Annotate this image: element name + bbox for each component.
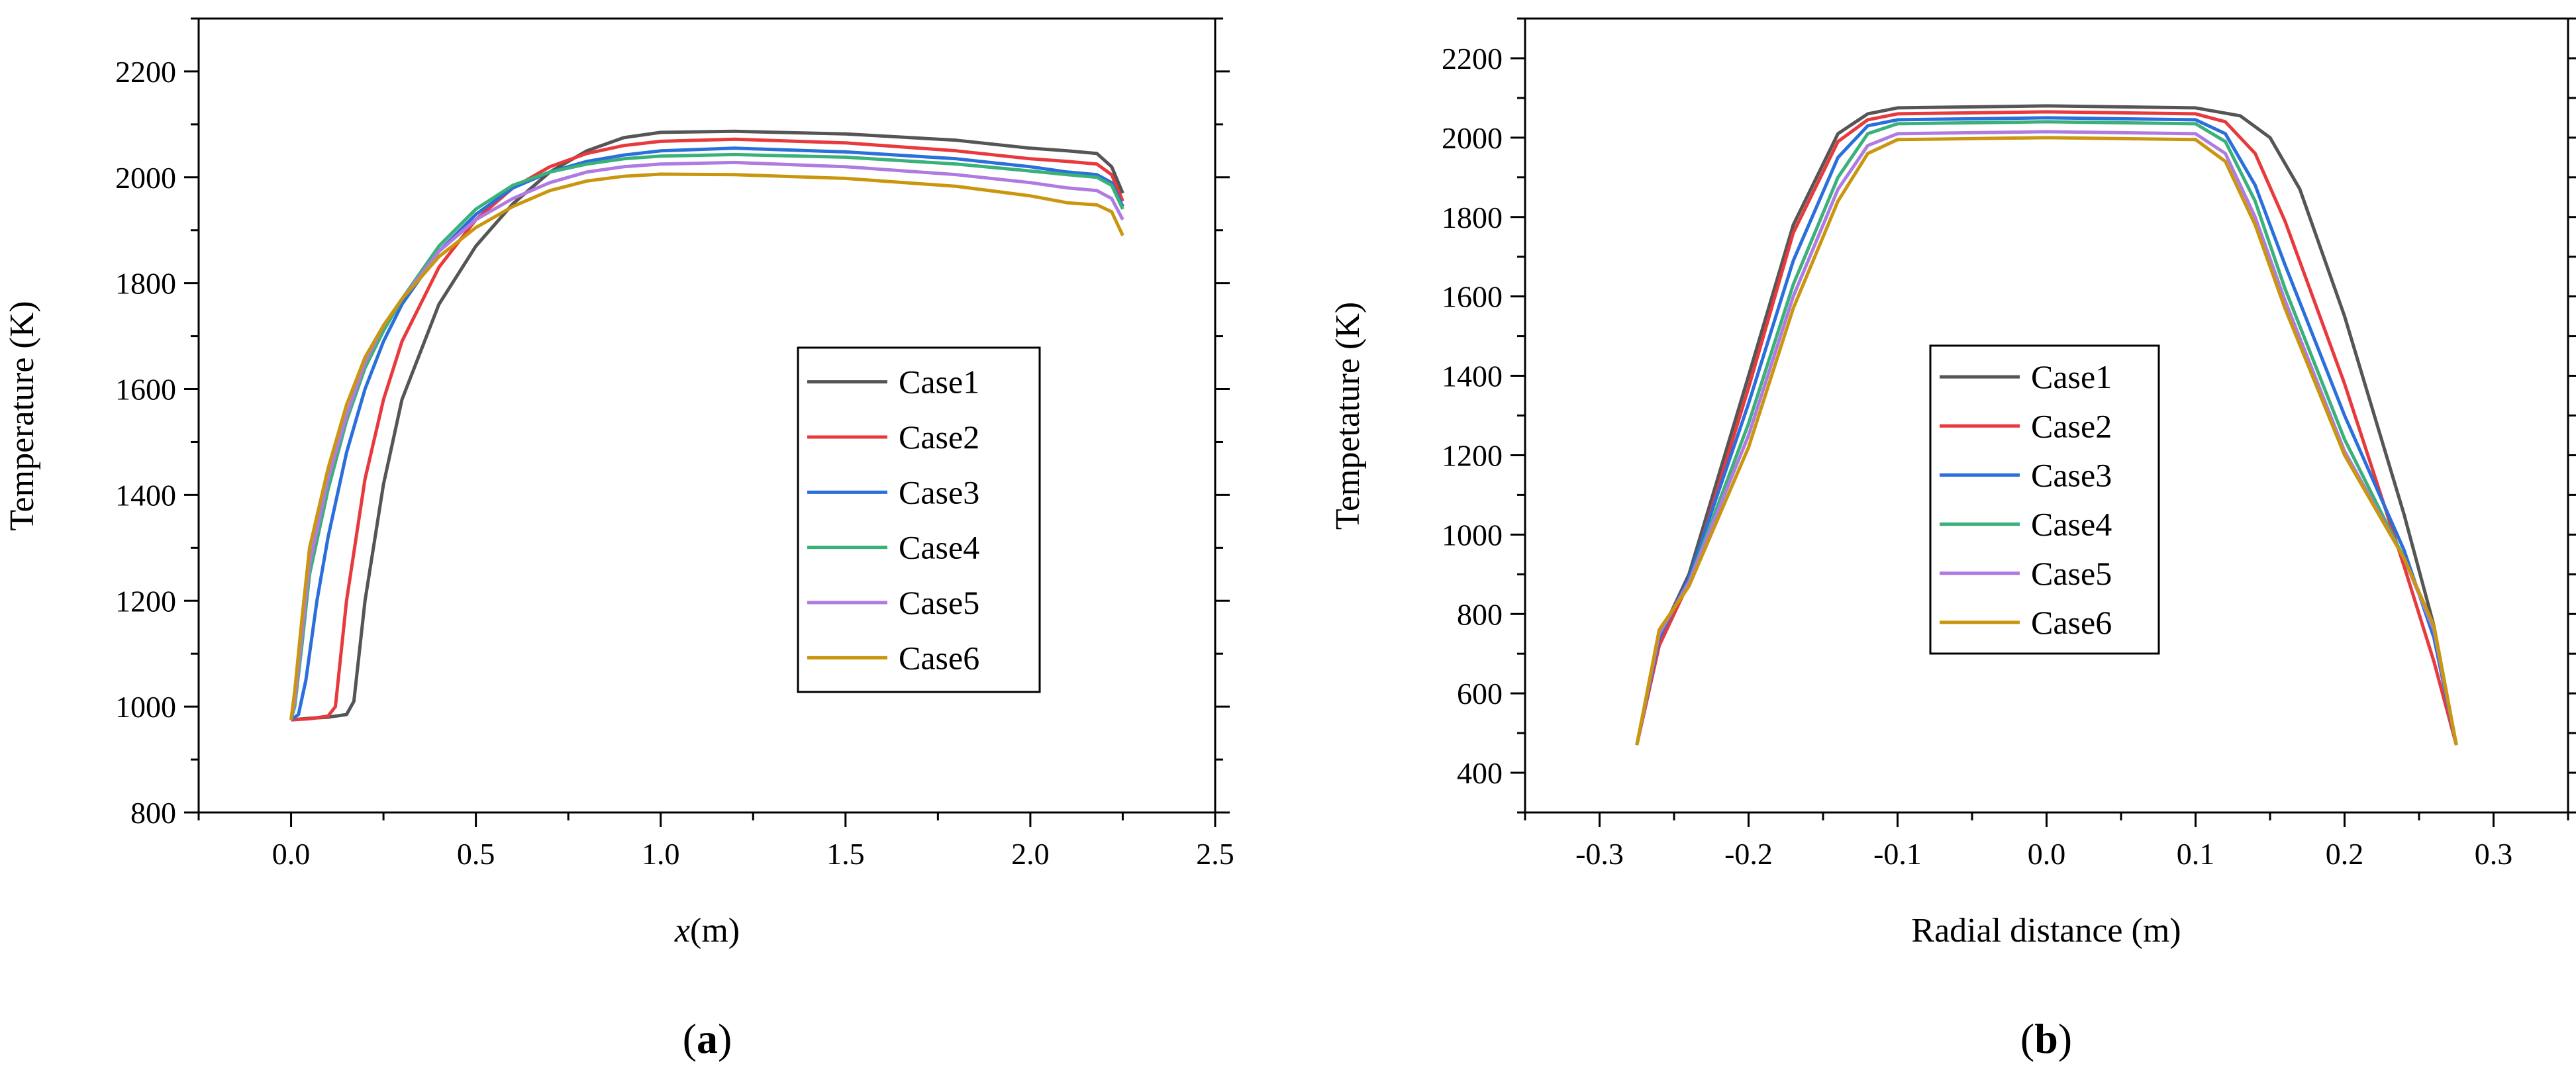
- legend-label-case3: Case3: [899, 473, 979, 511]
- x-tick-label: 1.0: [642, 837, 680, 871]
- y-tick-label: 800: [130, 796, 176, 830]
- y-tick-label: 2000: [115, 161, 176, 195]
- y-tick-label: 1800: [115, 267, 176, 301]
- x-axis-title: Radial distance (m): [1911, 912, 2181, 950]
- x-tick-label: 1.5: [826, 837, 865, 871]
- y-tick-label: 400: [1457, 756, 1503, 790]
- plot-frame: [197, 17, 1216, 814]
- series-line-case4: [1635, 120, 2458, 746]
- y-tick-label: 1000: [115, 690, 176, 724]
- series-line-case2: [1635, 110, 2458, 746]
- x-tick-label: 0.3: [2475, 837, 2513, 871]
- legend-box: [1929, 344, 2160, 655]
- series-group: [289, 129, 1124, 722]
- y-tick-label: 2000: [1442, 121, 1503, 155]
- chart-panel-a: 0.0 0.5 1.0 1.5 2.0 2.5 800 1000 1200 1400 1600 180…: [3, 17, 1234, 1062]
- series-line-case1: [1635, 104, 2458, 746]
- legend-label-case6: Case6: [899, 639, 979, 676]
- y-tick-label: 800: [1457, 597, 1503, 631]
- y-tick-label: 1200: [1442, 438, 1503, 472]
- y-tick-label: 2200: [1442, 42, 1503, 75]
- legend-label-case2: Case2: [899, 418, 979, 456]
- legend: Case1 Case2 Case3 Case4 Case5 Case6: [1929, 344, 2160, 655]
- legend-label-case1: Case1: [2031, 358, 2112, 395]
- legend-label-case5: Case5: [899, 584, 979, 621]
- legend-label-case4: Case4: [899, 529, 979, 566]
- y-tick-label: 1800: [1442, 201, 1503, 234]
- legend-label-case5: Case5: [2031, 555, 2112, 592]
- y-tick-label: 600: [1457, 677, 1503, 710]
- series-line-case2: [291, 137, 1124, 722]
- y-tick-label: 1600: [1442, 280, 1503, 314]
- legend-label-case4: Case4: [2031, 506, 2112, 543]
- y-tick-label: 2200: [115, 55, 176, 89]
- series-line-case6: [1635, 136, 2458, 746]
- y-tick-label: 1000: [1442, 518, 1503, 552]
- x-tick-label: 0.0: [2028, 837, 2066, 871]
- x-tick-label: 0.2: [2326, 837, 2364, 871]
- panel-label: (b): [2020, 1015, 2072, 1062]
- legend-label-case2: Case2: [2031, 407, 2112, 444]
- panel-label: (a): [683, 1015, 732, 1062]
- series-line-case3: [1635, 116, 2458, 746]
- x-tick-label: 0.1: [2177, 837, 2215, 871]
- x-tick-label: 2.5: [1196, 837, 1234, 871]
- series-group: [1635, 104, 2458, 746]
- x-tick-label: -0.1: [1873, 837, 1922, 871]
- chart-panel-b: -0.3 -0.2 -0.1 0.0 0.1 0.2 0.3 400 600 800 1000 120…: [1329, 17, 2576, 1062]
- legend: Case1 Case2 Case3 Case4 Case5 Case6: [797, 346, 1041, 693]
- y-axis-title: Tempetature (K): [1329, 302, 1367, 530]
- x-axis-title: x(m): [674, 912, 740, 950]
- x-tick-label: 0.5: [457, 837, 495, 871]
- x-tick-label: -0.3: [1575, 837, 1624, 871]
- series-line-case5: [289, 160, 1124, 720]
- legend-label-case1: Case1: [899, 364, 979, 401]
- series-line-case4: [289, 152, 1124, 720]
- x-tick-label: 2.0: [1011, 837, 1050, 871]
- y-tick-label: 1400: [1442, 360, 1503, 393]
- x-tick-label: -0.2: [1724, 837, 1773, 871]
- y-axis-title: Temperature (K): [3, 301, 41, 530]
- legend-label-case6: Case6: [2031, 604, 2112, 641]
- legend-box: [797, 346, 1041, 693]
- legend-label-case3: Case3: [2031, 456, 2112, 493]
- x-tick-label: 0.0: [272, 837, 311, 871]
- y-tick-label: 1600: [115, 373, 176, 407]
- y-tick-label: 1400: [115, 478, 176, 512]
- y-tick-label: 1200: [115, 584, 176, 618]
- series-line-case6: [289, 172, 1124, 720]
